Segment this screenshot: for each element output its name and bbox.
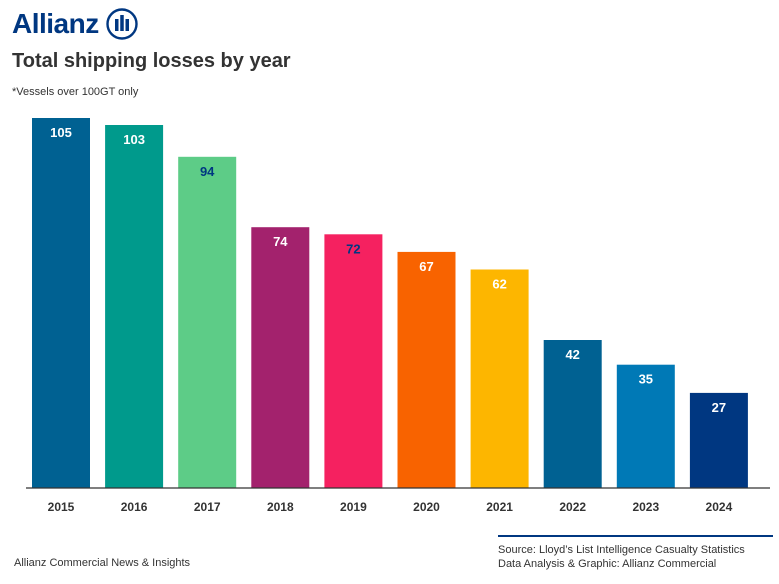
x-tick-label-2019: 2019 (340, 500, 367, 514)
x-tick-label-2018: 2018 (267, 500, 294, 514)
data-label-2016: 103 (123, 132, 145, 147)
allianz-eagle-icon (106, 8, 138, 40)
data-label-2023: 35 (639, 372, 653, 387)
data-label-2019: 72 (346, 241, 360, 256)
bar-2023 (616, 364, 675, 488)
bar-2018 (251, 227, 310, 488)
bar-2016 (105, 125, 164, 488)
footer-publisher: Allianz Commercial News & Insights (14, 557, 191, 569)
data-label-2021: 62 (492, 277, 506, 292)
x-tick-label-2017: 2017 (194, 500, 221, 514)
x-tick-label-2024: 2024 (706, 500, 733, 514)
source-line-1: Source: Lloyd’s List Intelligence Casual… (498, 544, 745, 556)
data-label-2018: 74 (273, 234, 288, 249)
x-tick-label-2021: 2021 (486, 500, 513, 514)
x-tick-label-2020: 2020 (413, 500, 440, 514)
data-label-2015: 105 (50, 125, 72, 140)
bar-2020 (397, 251, 456, 488)
bar-2015 (32, 118, 90, 488)
data-label-2017: 94 (200, 164, 215, 179)
bar-2017 (178, 156, 237, 489)
x-tick-label-2023: 2023 (632, 500, 659, 514)
bar-2022 (543, 340, 602, 488)
bar-2024 (689, 392, 748, 488)
chart-subtitle: *Vessels over 100GT only (12, 86, 139, 98)
data-label-2020: 67 (419, 259, 433, 274)
data-label-2024: 27 (712, 400, 726, 415)
source-line-2: Data Analysis & Graphic: Allianz Commerc… (498, 558, 717, 570)
source-box: Source: Lloyd’s List Intelligence Casual… (498, 535, 773, 571)
chart-title: Total shipping losses by year (12, 50, 291, 72)
bar-2019 (324, 234, 383, 488)
x-tick-label-2015: 2015 (48, 500, 75, 514)
brand-name: Allianz (12, 8, 99, 39)
x-tick-label-2022: 2022 (559, 500, 586, 514)
x-tick-label-2016: 2016 (121, 500, 148, 514)
bar-2021 (470, 269, 529, 488)
data-label-2022: 42 (565, 347, 579, 362)
brand-header: Allianz (12, 6, 138, 42)
